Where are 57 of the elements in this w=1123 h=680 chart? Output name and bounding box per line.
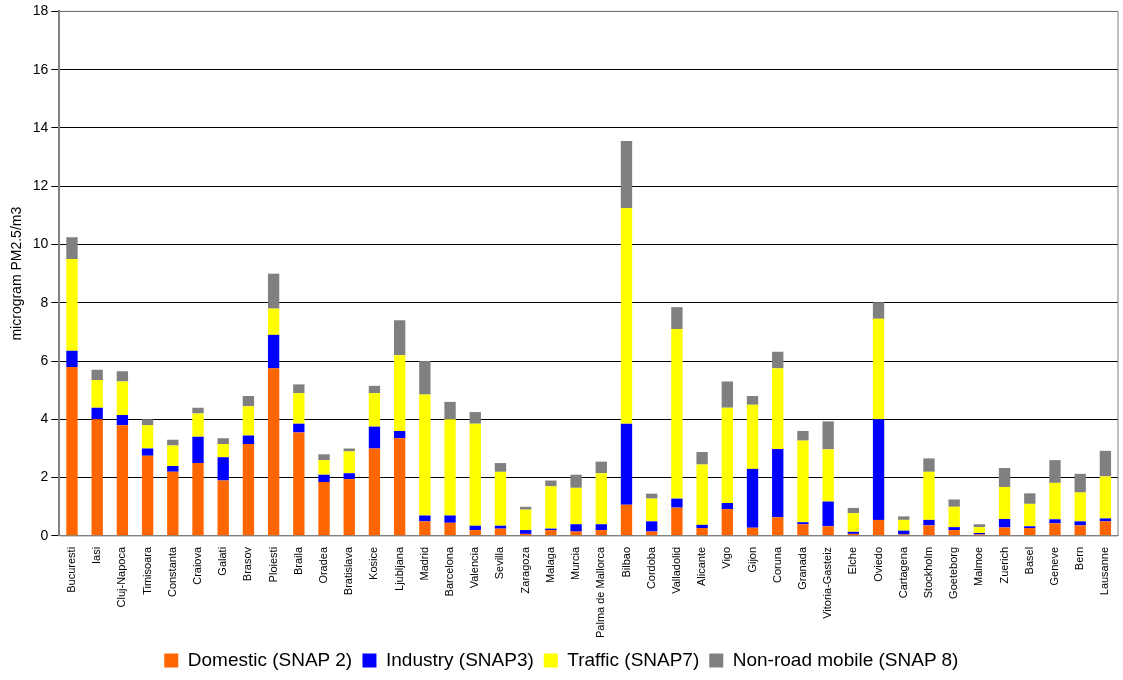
x-tick-label: Elche [846, 546, 859, 575]
x-tick-label: Bern [1073, 546, 1086, 571]
x-tick-label: Cluj-Napoca [115, 546, 128, 608]
legend-label: Industry (SNAP3) [385, 648, 534, 670]
x-tick-label: Stockholm [921, 546, 934, 599]
y-tick-label: 4 [40, 410, 49, 427]
x-tick-label: Bilbao [619, 546, 632, 578]
x-tick-label: Goeteborg [947, 546, 960, 599]
x-tick-label: Constanta [165, 546, 178, 598]
y-tick-label: 14 [32, 118, 49, 135]
legend-label: Domestic (SNAP 2) [187, 648, 353, 670]
x-tick-label: Ploiesti [266, 546, 279, 583]
x-tick-label: Braila [291, 546, 304, 576]
y-axis-title: microgram PM2.5/m3 [8, 206, 25, 341]
x-tick-label: Geneve [1048, 546, 1061, 586]
x-tick-label: Alicante [695, 546, 708, 587]
x-tick-label: Sevilla [493, 546, 506, 580]
x-tick-label: Timisoara [140, 546, 153, 595]
y-tick-label: 6 [40, 351, 49, 368]
x-tick-label: Bratislava [342, 546, 355, 596]
x-tick-label: Cartagena [896, 546, 909, 599]
x-tick-label: Galati [216, 546, 229, 576]
y-tick-label: 16 [32, 60, 49, 77]
x-tick-label: Valladolid [669, 546, 682, 594]
x-tick-label: Murcia [569, 546, 582, 580]
y-tick-label: 12 [32, 177, 49, 194]
x-tick-label: Barcelona [443, 546, 456, 597]
x-tick-label: Lausanne [1098, 546, 1111, 596]
x-tick-label: Vigo [720, 546, 733, 569]
legend-label: Traffic (SNAP7) [567, 648, 700, 670]
y-tick-label: 8 [40, 293, 49, 310]
x-tick-label: Palma de Mallorca [594, 546, 607, 638]
x-tick-label: Ljubljana [392, 546, 405, 591]
x-tick-label: Coruna [770, 546, 783, 583]
x-tick-label: Valencia [468, 546, 481, 589]
x-tick-label: Oviedo [871, 546, 884, 582]
x-tick-label: Zaragoza [518, 546, 531, 594]
x-tick-label: Madrid [417, 546, 430, 581]
x-tick-label: Zuerich [997, 546, 1010, 584]
x-tick-label: Malaga [543, 546, 556, 583]
x-tick-label: Bucuresti [65, 546, 78, 593]
legend-label: Non-road mobile (SNAP 8) [732, 648, 959, 670]
x-tick-label: Iasi [90, 546, 103, 565]
x-tick-label: Granada [795, 546, 808, 590]
y-tick-label: 0 [40, 526, 49, 543]
y-tick-label: 2 [40, 468, 49, 485]
x-tick-label: Malmoe [972, 546, 985, 587]
x-tick-label: Vitoria-Gasteiz [821, 546, 834, 619]
x-tick-label: Brasov [241, 546, 254, 582]
y-tick-label: 18 [32, 2, 49, 19]
x-tick-label: Kosice [367, 546, 380, 580]
x-tick-label: Gijon [745, 546, 758, 573]
x-tick-label: Oradea [317, 546, 330, 584]
x-tick-label: Craiova [191, 546, 204, 585]
x-tick-label: Basel [1022, 546, 1035, 575]
x-tick-label: Cordoba [644, 546, 657, 590]
y-tick-label: 10 [32, 235, 49, 252]
